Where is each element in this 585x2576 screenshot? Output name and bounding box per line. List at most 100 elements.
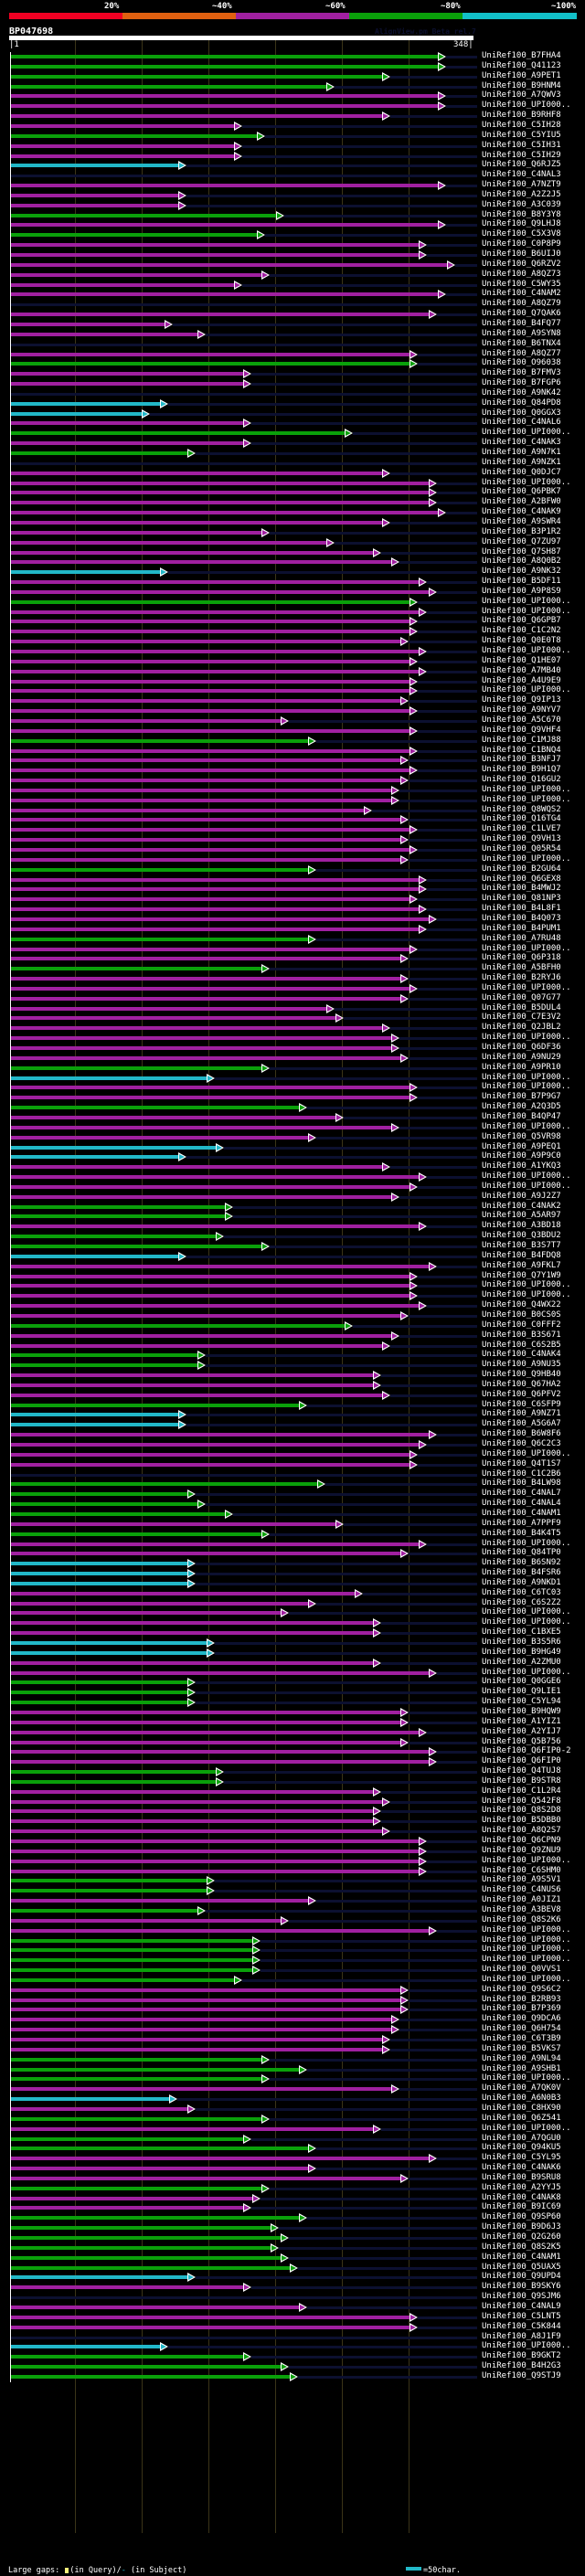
hit-bar[interactable] xyxy=(11,1650,207,1655)
hit-row[interactable]: UniRef100_A2YYJ5 xyxy=(0,2183,585,2194)
hit-label[interactable]: UniRef100_B2RYJ6 xyxy=(482,973,561,983)
hit-label[interactable]: UniRef100_B7FGP6 xyxy=(482,378,561,388)
hit-row[interactable]: UniRef100_C0FFF2 xyxy=(0,1320,585,1331)
hit-row[interactable]: UniRef100_Q16TG4 xyxy=(0,814,585,826)
hit-row[interactable]: UniRef100_C0P8P9 xyxy=(0,239,585,251)
hit-row[interactable]: UniRef100_UPI000.. xyxy=(0,478,585,489)
hit-row[interactable]: UniRef100_B4MWJ2 xyxy=(0,884,585,896)
hit-label[interactable]: UniRef100_UPI000.. xyxy=(482,1171,571,1182)
hit-row[interactable]: UniRef100_A9J2Z7 xyxy=(0,1192,585,1203)
hit-label[interactable]: UniRef100_Q4WX22 xyxy=(482,1300,561,1310)
hit-label[interactable]: UniRef100_Q67HA2 xyxy=(482,1379,561,1389)
hit-row[interactable]: UniRef100_C6TC03 xyxy=(0,1588,585,1599)
hit-label[interactable]: UniRef100_UPI000.. xyxy=(482,428,571,438)
hit-label[interactable]: UniRef100_B2RB93 xyxy=(482,1994,561,2004)
hit-row[interactable]: UniRef100_UPI000.. xyxy=(0,2341,585,2353)
hit-row[interactable]: UniRef100_Q3BDU2 xyxy=(0,1231,585,1243)
hit-bar[interactable] xyxy=(11,857,402,862)
hit-bar[interactable] xyxy=(11,511,439,515)
hit-bar[interactable] xyxy=(11,570,162,575)
hit-bar[interactable] xyxy=(11,808,365,812)
hit-bar[interactable] xyxy=(11,1313,402,1318)
hit-label[interactable]: UniRef100_Q6GEX8 xyxy=(482,874,561,884)
hit-bar[interactable] xyxy=(11,1511,226,1516)
hit-row[interactable]: UniRef100_B3S7T7 xyxy=(0,1241,585,1252)
hit-row[interactable]: UniRef100_Q9UPD4 xyxy=(0,2272,585,2284)
hit-label[interactable]: UniRef100_UPI000.. xyxy=(482,596,571,606)
hit-row[interactable]: UniRef100_UPI000.. xyxy=(0,1935,585,1946)
hit-row[interactable]: UniRef100_B2GU64 xyxy=(0,864,585,875)
hit-bar[interactable] xyxy=(11,748,411,753)
hit-label[interactable]: UniRef100_Q6DF36 xyxy=(482,1043,561,1052)
hit-bar[interactable] xyxy=(11,1621,374,1626)
hit-bar[interactable] xyxy=(11,1849,420,1853)
hit-label[interactable]: UniRef100_C4NAK9 xyxy=(482,507,561,517)
hit-bar[interactable] xyxy=(11,1998,402,2002)
hit-bar[interactable] xyxy=(11,292,439,297)
hit-label[interactable]: UniRef100_B3NFJ7 xyxy=(482,755,561,765)
hit-label[interactable]: UniRef100_Q81NP3 xyxy=(482,894,561,904)
hit-bar[interactable] xyxy=(11,1492,189,1497)
hit-label[interactable]: UniRef100_C0P8P9 xyxy=(482,239,561,249)
hit-label[interactable]: UniRef100_A9SWR4 xyxy=(482,516,561,526)
hit-row[interactable]: UniRef100_C4NAL3 xyxy=(0,170,585,182)
hit-row[interactable]: UniRef100_B9D6J3 xyxy=(0,2222,585,2234)
hit-bar[interactable] xyxy=(11,1016,337,1021)
hit-label[interactable]: UniRef100_Q6PFV2 xyxy=(482,1389,561,1399)
hit-row[interactable]: UniRef100_Q5UAX5 xyxy=(0,2263,585,2274)
hit-bar[interactable] xyxy=(11,1948,254,1953)
hit-row[interactable]: UniRef100_A3BD18 xyxy=(0,1221,585,1233)
hit-row[interactable]: UniRef100_UPI000.. xyxy=(0,795,585,806)
hit-row[interactable]: UniRef100_UPI000.. xyxy=(0,1033,585,1044)
hit-label[interactable]: UniRef100_C5IH29 xyxy=(482,150,561,160)
hit-bar[interactable] xyxy=(11,1859,420,1863)
hit-row[interactable]: UniRef100_C4NAK9 xyxy=(0,507,585,519)
hit-label[interactable]: UniRef100_B4QP47 xyxy=(482,1111,561,1121)
hit-row[interactable]: UniRef100_C8HX90 xyxy=(0,2104,585,2115)
hit-bar[interactable] xyxy=(11,55,439,58)
hit-row[interactable]: UniRef100_A5G6A7 xyxy=(0,1419,585,1431)
hit-bar[interactable] xyxy=(11,2255,282,2260)
hit-row[interactable]: UniRef100_C5IH29 xyxy=(0,150,585,162)
hit-bar[interactable] xyxy=(11,441,245,446)
hit-bar[interactable] xyxy=(11,203,180,207)
hit-row[interactable]: UniRef100_Q7ZU97 xyxy=(0,537,585,548)
hit-label[interactable]: UniRef100_A7QK0V xyxy=(482,2083,561,2094)
hit-bar[interactable] xyxy=(11,1660,374,1665)
hit-row[interactable]: UniRef100_C6T3B9 xyxy=(0,2034,585,2045)
hit-label[interactable]: UniRef100_C4NAK3 xyxy=(482,438,561,448)
hit-row[interactable]: UniRef100_B9GKT2 xyxy=(0,2351,585,2363)
hit-label[interactable]: UniRef100_Q16TG4 xyxy=(482,814,561,824)
hit-label[interactable]: UniRef100_Q8S2D8 xyxy=(482,1806,561,1816)
hit-row[interactable]: UniRef100_Q0GGE6 xyxy=(0,1677,585,1689)
hit-bar[interactable] xyxy=(11,947,411,951)
hit-label[interactable]: UniRef100_B6W8F6 xyxy=(482,1429,561,1439)
hit-label[interactable]: UniRef100_B7P369 xyxy=(482,2004,561,2014)
hit-bar[interactable] xyxy=(11,1799,383,1804)
hit-bar[interactable] xyxy=(11,1829,383,1834)
hit-label[interactable]: UniRef100_B9STR8 xyxy=(482,1776,561,1786)
hit-bar[interactable] xyxy=(11,1423,180,1427)
hit-row[interactable]: UniRef100_Q0E0T8 xyxy=(0,636,585,648)
hit-row[interactable]: UniRef100_A9SHB1 xyxy=(0,2064,585,2075)
hit-bar[interactable] xyxy=(11,887,420,892)
hit-row[interactable]: UniRef100_C7E3V2 xyxy=(0,1012,585,1024)
hit-row[interactable]: UniRef100_C5IH28 xyxy=(0,121,585,132)
hit-row[interactable]: UniRef100_B5DUL4 xyxy=(0,1003,585,1014)
hit-bar[interactable] xyxy=(11,1235,217,1239)
hit-row[interactable]: UniRef100_B9SRU8 xyxy=(0,2173,585,2184)
hit-label[interactable]: UniRef100_A4U9E9 xyxy=(482,675,561,685)
hit-bar[interactable] xyxy=(11,313,430,317)
hit-bar[interactable] xyxy=(11,164,180,168)
hit-bar[interactable] xyxy=(11,550,374,555)
hit-row[interactable]: UniRef100_C5K844 xyxy=(0,2322,585,2333)
hit-bar[interactable] xyxy=(11,1572,189,1576)
hit-bar[interactable] xyxy=(11,1026,383,1031)
hit-bar[interactable] xyxy=(11,1036,393,1041)
hit-bar[interactable] xyxy=(11,411,143,416)
hit-row[interactable]: UniRef100_C5YL95 xyxy=(0,2153,585,2165)
hit-bar[interactable] xyxy=(11,1581,189,1585)
hit-label[interactable]: UniRef100_C5X3V8 xyxy=(482,229,561,239)
hit-label[interactable]: UniRef100_B6TNX4 xyxy=(482,338,561,348)
hit-row[interactable]: UniRef100_A2ZMU0 xyxy=(0,1658,585,1669)
